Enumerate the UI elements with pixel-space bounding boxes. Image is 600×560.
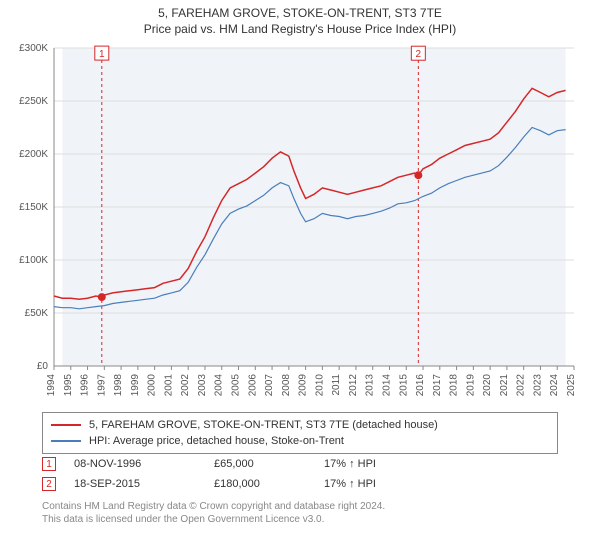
event-pct: 17% ↑ HPI [324, 478, 414, 490]
legend-label: HPI: Average price, detached house, Stok… [89, 435, 344, 447]
svg-text:£0: £0 [37, 361, 49, 372]
footer-line-2: This data is licensed under the Open Gov… [42, 513, 385, 526]
svg-text:2015: 2015 [398, 374, 409, 397]
svg-text:£250K: £250K [19, 96, 48, 107]
svg-text:2012: 2012 [348, 374, 359, 397]
event-marker-row: 2 18-SEP-2015£180,00017% ↑ HPI [42, 474, 414, 494]
svg-text:2020: 2020 [482, 374, 493, 397]
svg-text:1: 1 [99, 49, 105, 60]
footer-attribution: Contains HM Land Registry data © Crown c… [42, 500, 385, 526]
svg-text:£300K: £300K [19, 44, 48, 54]
event-price: £65,000 [214, 458, 324, 470]
svg-text:2023: 2023 [532, 374, 543, 397]
svg-text:£100K: £100K [19, 255, 48, 266]
event-date: 18-SEP-2015 [74, 478, 214, 490]
event-pct: 17% ↑ HPI [324, 458, 414, 470]
event-marker-badge: 2 [42, 477, 56, 491]
svg-text:2003: 2003 [197, 374, 208, 397]
svg-text:1994: 1994 [46, 374, 57, 397]
svg-text:2001: 2001 [163, 374, 174, 397]
chart-title-sub: Price paid vs. HM Land Registry's House … [0, 22, 600, 36]
legend-label: 5, FAREHAM GROVE, STOKE-ON-TRENT, ST3 7T… [89, 419, 438, 431]
svg-text:2006: 2006 [247, 374, 258, 397]
svg-text:2004: 2004 [214, 374, 225, 397]
svg-text:2022: 2022 [516, 374, 527, 397]
svg-text:2008: 2008 [281, 374, 292, 397]
footer-line-1: Contains HM Land Registry data © Crown c… [42, 500, 385, 513]
event-marker-badge: 1 [42, 457, 56, 471]
svg-text:1996: 1996 [80, 374, 91, 397]
svg-text:2010: 2010 [314, 374, 325, 397]
legend-swatch [51, 424, 81, 426]
svg-text:2024: 2024 [549, 374, 560, 397]
event-price: £180,000 [214, 478, 324, 490]
svg-text:2025: 2025 [566, 374, 577, 397]
price-chart: £0 £50K £100K £150K £200K £250K £300K 1994 1995 1… [10, 44, 590, 404]
svg-text:2002: 2002 [180, 374, 191, 397]
svg-text:£50K: £50K [25, 308, 49, 319]
chart-title-main: 5, FAREHAM GROVE, STOKE-ON-TRENT, ST3 7T… [0, 6, 600, 20]
svg-text:1998: 1998 [113, 374, 124, 397]
chart-svg: £0 £50K £100K £150K £200K £250K £300K 1994 1995 1… [10, 44, 590, 404]
svg-text:2009: 2009 [298, 374, 309, 397]
svg-text:2014: 2014 [381, 374, 392, 397]
svg-text:£200K: £200K [19, 149, 48, 160]
svg-text:1999: 1999 [130, 374, 141, 397]
chart-legend: 5, FAREHAM GROVE, STOKE-ON-TRENT, ST3 7T… [42, 412, 558, 454]
svg-text:2019: 2019 [465, 374, 476, 397]
svg-text:2005: 2005 [231, 374, 242, 397]
svg-text:2016: 2016 [415, 374, 426, 397]
event-marker-row: 1 08-NOV-1996£65,00017% ↑ HPI [42, 454, 414, 474]
svg-text:1997: 1997 [96, 374, 107, 397]
svg-text:2007: 2007 [264, 374, 275, 397]
svg-text:£150K: £150K [19, 202, 48, 213]
svg-text:2011: 2011 [331, 374, 342, 396]
event-date: 08-NOV-1996 [74, 458, 214, 470]
event-markers-table: 1 08-NOV-1996£65,00017% ↑ HPI 2 18-SEP-2015… [42, 454, 414, 494]
legend-swatch [51, 440, 81, 442]
legend-item: 5, FAREHAM GROVE, STOKE-ON-TRENT, ST3 7T… [51, 417, 549, 433]
svg-text:2021: 2021 [499, 374, 510, 397]
chart-title-block: 5, FAREHAM GROVE, STOKE-ON-TRENT, ST3 7T… [0, 0, 600, 36]
svg-text:2013: 2013 [365, 374, 376, 397]
svg-text:2017: 2017 [432, 374, 443, 397]
svg-text:2000: 2000 [147, 374, 158, 397]
svg-text:2: 2 [416, 49, 422, 60]
svg-text:1995: 1995 [63, 374, 74, 397]
legend-item: HPI: Average price, detached house, Stok… [51, 433, 549, 449]
svg-text:2018: 2018 [449, 374, 460, 397]
